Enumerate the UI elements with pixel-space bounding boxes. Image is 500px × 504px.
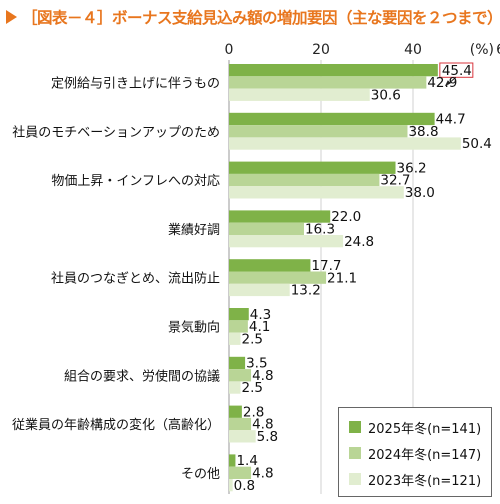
bar — [229, 64, 438, 77]
bar-value-label: 4.3 — [250, 307, 271, 323]
legend-item-2024: 2024年冬(n=147) — [349, 440, 491, 466]
category-label: 景気動向 — [168, 319, 220, 335]
x-axis-unit: (%) — [470, 42, 494, 58]
bar-value-label: 38.0 — [405, 185, 435, 201]
bar-value-label: 2.5 — [242, 331, 263, 347]
bar — [229, 137, 461, 150]
bar-value-label: 32.7 — [380, 173, 410, 189]
category-label: 従業員の年齢構成の変化（高齢化） — [12, 417, 220, 433]
bar — [229, 466, 252, 479]
bar-value-label: 24.8 — [344, 234, 374, 250]
category-label: 物価上昇・インフレへの対応 — [51, 174, 220, 189]
highlight-pointer-arrow — [444, 80, 451, 87]
bar-value-label: 0.8 — [234, 478, 255, 494]
legend-swatch-2023 — [349, 473, 361, 485]
bar — [229, 186, 404, 199]
bar-value-label: 2.8 — [243, 404, 264, 420]
chart-legend: 2025年冬(n=141) 2024年冬(n=147) 2023年冬(n=121… — [338, 407, 492, 497]
bar — [229, 161, 396, 174]
x-tick-label: 20 — [312, 42, 330, 58]
bar-value-label: 3.5 — [246, 356, 267, 372]
bar-value-label: 38.8 — [408, 124, 438, 140]
bar-value-label: 13.2 — [291, 283, 321, 299]
category-label: その他 — [181, 467, 220, 482]
bar — [229, 76, 427, 89]
bar-value-label: 17.7 — [311, 258, 341, 274]
highlight-box — [439, 62, 474, 78]
legend-label-2025: 2025年冬(n=141) — [368, 421, 482, 437]
bar-value-label: 36.2 — [397, 160, 427, 176]
bar — [229, 259, 311, 272]
bar-value-label: 1.4 — [236, 453, 257, 469]
legend-label-2023: 2023年冬(n=121) — [368, 473, 482, 489]
bar-value-label: 4.1 — [249, 319, 270, 335]
x-tick-label: 60 — [496, 42, 500, 58]
bar — [229, 405, 242, 418]
category-label: 定例給与引き上げに伴うもの — [51, 76, 220, 91]
category-label: 業績好調 — [168, 222, 220, 238]
bar-value-label: 4.8 — [252, 466, 273, 482]
bar — [229, 430, 256, 443]
bar-value-label: 42.9 — [427, 75, 457, 91]
bar-value-label: 30.6 — [371, 87, 401, 103]
bar — [229, 88, 370, 101]
bar — [229, 479, 233, 492]
legend-swatch-2024 — [349, 447, 361, 459]
x-tick-label: 40 — [404, 42, 422, 58]
category-label: 社員のつなぎとめ、流出防止 — [51, 271, 220, 287]
category-label: 組合の要求、労使間の協議 — [64, 368, 220, 384]
bar — [229, 369, 252, 382]
bar-value-label: 16.3 — [305, 222, 335, 238]
title-triangle-icon — [6, 10, 17, 24]
bar-value-label: 21.1 — [327, 270, 357, 286]
legend-swatch-2025 — [349, 421, 361, 433]
bar — [229, 112, 435, 126]
bar — [229, 454, 236, 467]
bar-value-label: 45.4 — [442, 63, 472, 79]
bar — [229, 417, 252, 431]
x-tick-label: 0 — [225, 42, 234, 58]
legend-item-2025: 2025年冬(n=141) — [349, 414, 491, 440]
bar — [229, 210, 331, 223]
bar-value-label: 50.4 — [462, 136, 492, 152]
bar-value-label: 44.7 — [436, 112, 466, 128]
bar — [229, 173, 380, 187]
bar — [229, 283, 290, 297]
chart-title: ［図表－４］ボーナス支給見込み額の増加要因（主な要因を２つまで） — [22, 9, 500, 27]
legend-item-2023: 2023年冬(n=121) — [349, 466, 491, 492]
category-label: 社員のモチベーションアップのため — [12, 124, 220, 140]
chart-title-row: ［図表－４］ボーナス支給見込み額の増加要因（主な要因を２つまで） — [6, 4, 500, 30]
bar — [229, 381, 241, 394]
bar-value-label: 4.8 — [252, 368, 273, 384]
bar — [229, 271, 327, 284]
bar-value-label: 4.8 — [252, 417, 273, 433]
bar-value-label: 5.8 — [257, 429, 278, 445]
bar — [229, 320, 248, 333]
bar-value-label: 2.5 — [242, 380, 263, 396]
legend-label-2024: 2024年冬(n=147) — [368, 447, 482, 463]
bar-value-label: 22.0 — [331, 209, 361, 225]
bar — [229, 308, 249, 321]
bar — [229, 125, 408, 138]
bar — [229, 356, 246, 370]
bar — [229, 222, 304, 235]
bar — [229, 235, 344, 248]
bar — [229, 332, 241, 345]
